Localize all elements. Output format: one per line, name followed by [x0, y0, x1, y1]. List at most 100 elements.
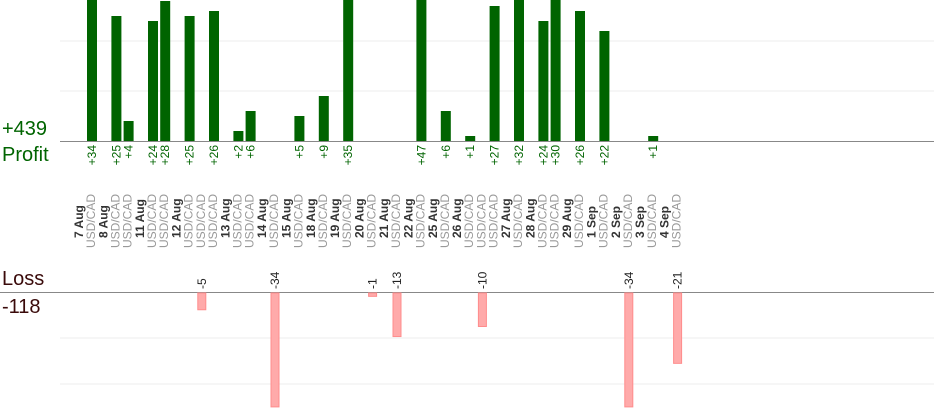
pair-label: USD/CAD	[108, 194, 122, 248]
profit-value-label: +9	[317, 145, 331, 159]
date-label: 22 Aug	[401, 198, 415, 238]
profit-value-label: +26	[207, 145, 221, 166]
pair-label: USD/CAD	[548, 194, 562, 248]
profit-value-label: +5	[292, 145, 306, 159]
loss-bar	[392, 292, 402, 338]
profit-value-label: +27	[488, 145, 502, 166]
loss-bar	[368, 292, 378, 297]
profit-value-label: +28	[158, 145, 172, 166]
profit-bar	[440, 111, 451, 141]
profit-value-label: +47	[414, 145, 428, 166]
loss-value-label: -34	[268, 271, 282, 289]
date-label: 4 Sep	[658, 206, 672, 238]
profit-bar	[209, 11, 219, 141]
profit-value-label: +1	[646, 145, 660, 159]
pair-label: USD/CAD	[340, 194, 354, 248]
date-label: 14 Aug	[255, 198, 269, 238]
pair-label: USD/CAD	[535, 194, 549, 248]
loss-value-label: -13	[390, 271, 404, 289]
loss-value-label: -10	[475, 271, 489, 289]
profit-value-label: +25	[109, 145, 123, 166]
profit-bar	[87, 0, 97, 141]
date-label: 29 Aug	[560, 198, 574, 238]
pair-label: USD/CAD	[157, 194, 171, 248]
pair-label: USD/CAD	[145, 194, 159, 248]
date-label: 27 Aug	[499, 198, 513, 238]
profit-value-label: +6	[244, 145, 258, 159]
profit-bar	[245, 111, 256, 141]
pair-label: USD/CAD	[291, 194, 305, 248]
profit-value-label: +2	[231, 145, 245, 159]
profit-value-label: +22	[597, 145, 611, 166]
date-label: 1 Sep	[584, 206, 598, 238]
pair-label: USD/CAD	[206, 194, 220, 248]
pair-label: USD/CAD	[670, 194, 684, 248]
profit-bar	[160, 1, 171, 141]
pair-label: USD/CAD	[596, 194, 610, 248]
loss-label: Loss	[2, 268, 45, 290]
date-label: 2 Sep	[609, 206, 623, 238]
pair-label: USD/CAD	[194, 194, 208, 248]
profit-value-label: +6	[439, 145, 453, 159]
pair-label: USD/CAD	[572, 194, 586, 248]
profit-bar	[538, 21, 549, 141]
profit-bar	[489, 6, 500, 141]
profit-bar	[123, 121, 134, 141]
loss-value-label: -5	[195, 278, 209, 289]
loss-bar	[477, 292, 487, 327]
pair-label: USD/CAD	[243, 194, 257, 248]
profit-bar	[648, 136, 659, 141]
profit-value-label: +34	[85, 145, 99, 166]
date-label: 28 Aug	[523, 198, 537, 238]
date-label: 21 Aug	[377, 198, 391, 238]
profit-label: Profit	[2, 144, 49, 166]
loss-bar	[624, 292, 634, 408]
date-label: 7 Aug	[72, 205, 86, 238]
pair-label: USD/CAD	[487, 194, 501, 248]
profit-bar	[318, 96, 329, 141]
profit-value-label: +30	[549, 145, 563, 166]
date-label: 12 Aug	[170, 198, 184, 238]
date-label: 3 Sep	[633, 206, 647, 238]
profit-bar	[416, 0, 427, 141]
pair-label: USD/CAD	[511, 194, 525, 248]
pair-label: USD/CAD	[267, 194, 281, 248]
profit-bar	[343, 0, 354, 141]
loss-value-label: -21	[671, 271, 685, 289]
loss-total: -118	[2, 296, 41, 318]
loss-bar	[270, 292, 280, 408]
profit-bar	[148, 21, 158, 141]
pair-label: USD/CAD	[182, 194, 196, 248]
pair-label: USD/CAD	[365, 194, 379, 248]
date-label: 8 Aug	[96, 205, 110, 238]
pair-label: USD/CAD	[413, 194, 427, 248]
profit-bar	[514, 0, 524, 141]
pair-label: USD/CAD	[121, 194, 135, 248]
profit-value-label: +32	[512, 145, 526, 166]
profit-value-label: +25	[183, 145, 197, 166]
profit-bar	[184, 16, 195, 141]
loss-bar	[197, 292, 207, 311]
pair-label: USD/CAD	[645, 194, 659, 248]
pair-label: USD/CAD	[84, 194, 98, 248]
profit-value-label: +24	[536, 145, 550, 166]
profit-bar	[294, 116, 305, 141]
pair-label: USD/CAD	[438, 194, 452, 248]
profit-bar	[465, 136, 476, 141]
pair-label: USD/CAD	[621, 194, 635, 248]
profit-bar	[550, 0, 561, 141]
pair-label: USD/CAD	[316, 194, 330, 248]
profit-bar	[111, 16, 122, 141]
date-label: 26 Aug	[450, 198, 464, 238]
pair-label: USD/CAD	[462, 194, 476, 248]
pair-label: USD/CAD	[389, 194, 403, 248]
date-label: 25 Aug	[426, 198, 440, 238]
profit-bar	[233, 131, 244, 141]
profit-total: +439	[2, 118, 48, 140]
pair-label: USD/CAD	[230, 194, 244, 248]
date-label: 15 Aug	[279, 198, 293, 238]
profit-value-label: +1	[463, 145, 477, 159]
loss-value-label: -1	[366, 278, 380, 289]
profit-bar	[575, 11, 585, 141]
